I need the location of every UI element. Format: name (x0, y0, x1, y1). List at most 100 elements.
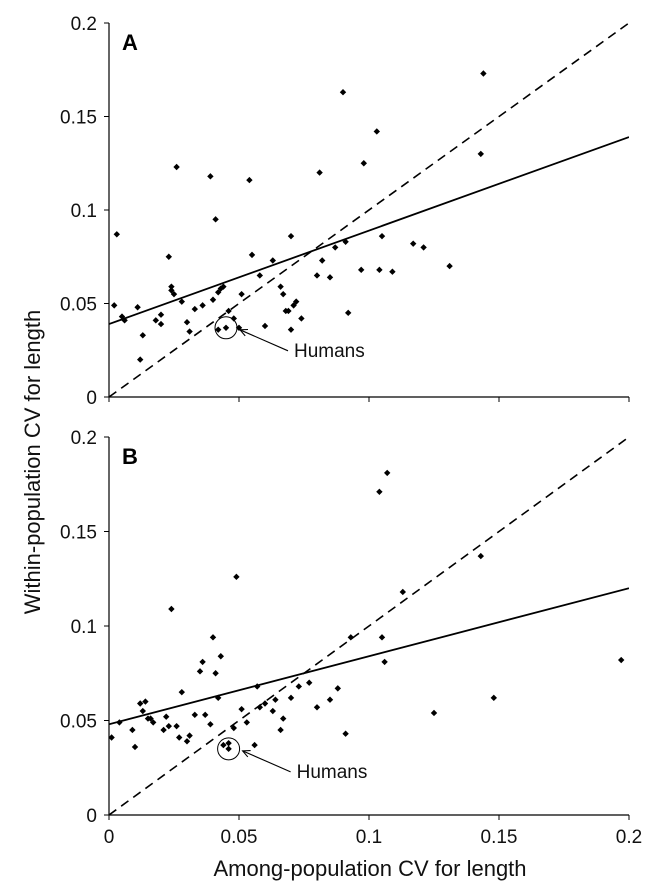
data-point-b (347, 634, 354, 641)
data-point-a (199, 302, 206, 309)
data-point-a (280, 290, 287, 298)
data-point-b (137, 700, 144, 707)
data-point-a (342, 238, 349, 245)
data-point-a (313, 272, 321, 279)
data-point-a (170, 290, 178, 298)
data-point-a (191, 305, 198, 313)
data-point-a (139, 332, 146, 339)
x-tick-label: 0 (104, 827, 115, 848)
data-point-b (251, 741, 258, 749)
data-point-a (378, 232, 386, 240)
data-point-b (220, 741, 227, 749)
y-tick-label-a: 0.1 (71, 201, 97, 222)
data-point-a (212, 216, 219, 223)
data-point-a (345, 309, 352, 317)
data-point-a (178, 298, 185, 305)
data-point-a (173, 163, 180, 171)
humans-circle-b (217, 737, 241, 761)
data-point-b (306, 679, 313, 686)
data-point-b (399, 588, 406, 596)
identity-line-a (109, 23, 629, 397)
regression-line-b (109, 587, 629, 726)
humans-arrow-head-b (241, 749, 251, 758)
data-point-b (207, 721, 214, 728)
x-tick-label: 0.05 (221, 827, 258, 848)
data-point-b (384, 469, 391, 477)
data-point-b (334, 685, 341, 692)
data-point-b (430, 709, 438, 717)
data-point-b (178, 688, 185, 696)
data-point-b (490, 694, 497, 702)
data-point-b (256, 704, 263, 711)
data-point-a (137, 356, 144, 363)
data-point-b (131, 743, 139, 751)
data-point-b (233, 573, 240, 581)
data-point-b (477, 552, 484, 560)
y-tick-label-b: 0 (86, 806, 97, 827)
data-point-a (446, 262, 453, 270)
data-point-b (139, 707, 146, 715)
data-point-b (202, 711, 209, 719)
data-point-a (256, 272, 263, 279)
data-point-a (134, 304, 141, 311)
data-point-a (235, 324, 243, 332)
data-point-a (157, 320, 165, 328)
data-point-b (376, 488, 383, 496)
data-point-a (269, 257, 276, 264)
data-point-b (230, 724, 237, 732)
data-point-b (238, 705, 245, 713)
data-point-a (376, 266, 383, 274)
data-point-a (477, 150, 484, 158)
data-point-b (160, 726, 167, 734)
data-point-b (378, 634, 386, 641)
data-point-b (199, 658, 206, 666)
data-point-a (319, 257, 326, 264)
data-point-b (217, 653, 224, 660)
data-point-b (196, 668, 204, 675)
data-point-b (173, 722, 180, 730)
y-tick-label-a: 0.15 (60, 108, 97, 129)
y-axis-title: Within-population CV for length (20, 310, 45, 615)
data-point-a (248, 251, 256, 259)
y-tick-label-b: 0.15 (60, 523, 97, 544)
data-point-a (332, 244, 339, 251)
data-point-a (168, 283, 175, 290)
data-point-b (295, 683, 302, 690)
data-point-b (287, 694, 295, 702)
data-point-b (183, 738, 191, 745)
data-point-a (298, 315, 305, 322)
data-point-a (121, 317, 128, 324)
data-point-a (360, 160, 367, 167)
data-point-b (272, 696, 279, 703)
data-point-b (215, 694, 222, 702)
data-point-a (230, 315, 237, 322)
data-point-b (212, 670, 219, 677)
data-point-a (373, 128, 380, 135)
data-point-b (116, 719, 123, 726)
y-tick-label-a: 0 (86, 388, 97, 409)
data-point-a (339, 88, 347, 96)
data-point-a (285, 307, 292, 315)
data-point-a (186, 328, 193, 335)
data-point-a (220, 283, 227, 290)
data-point-a (326, 274, 334, 281)
humans-point-a (222, 324, 230, 332)
data-point-b (209, 634, 217, 641)
data-point-a (225, 307, 232, 315)
data-point-a (287, 326, 295, 333)
data-point-b (342, 730, 349, 737)
humans-point-b (225, 745, 232, 753)
data-point-b (261, 700, 269, 707)
regression-line-a (109, 136, 629, 325)
humans-label-a: Humans (294, 341, 365, 362)
data-point-b (165, 722, 172, 730)
humans-circle-a (214, 316, 238, 340)
data-point-a (207, 173, 214, 180)
data-point-b (381, 658, 388, 666)
data-point-b (176, 734, 183, 741)
data-point-b (269, 707, 276, 715)
data-point-b (618, 656, 625, 664)
data-point-a (410, 240, 417, 247)
data-point-a (316, 169, 323, 176)
